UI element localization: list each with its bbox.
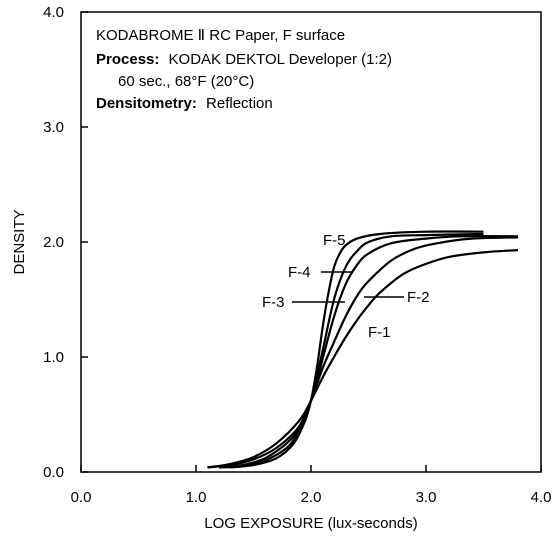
x-axis-ticks: 0.0 1.0 2.0 3.0 4.0 <box>71 465 552 506</box>
densitometry-value: Reflection <box>206 95 273 112</box>
x-tick-label: 1.0 <box>186 489 207 506</box>
curve-f-3 <box>218 235 519 469</box>
label-f5: F-5 <box>323 232 346 249</box>
annotation-densitometry: Densitometry: Reflection <box>96 95 273 112</box>
y-axis-ticks: 0.0 1.0 2.0 3.0 4.0 <box>43 4 88 481</box>
y-tick-label: 3.0 <box>43 119 64 136</box>
label-f1: F-1 <box>368 324 391 341</box>
y-tick-label: 2.0 <box>43 234 64 251</box>
curve-f-5 <box>230 230 484 469</box>
x-tick-label: 4.0 <box>531 489 552 506</box>
label-f2: F-2 <box>407 289 430 306</box>
label-f3: F-3 <box>262 294 285 311</box>
x-tick-label: 2.0 <box>301 489 322 506</box>
y-tick-label: 0.0 <box>43 464 64 481</box>
curve-f-1 <box>207 249 519 469</box>
process-label: Process: <box>96 51 159 68</box>
process-value: KODAK DEKTOL Developer (1:2) <box>169 51 392 68</box>
annotation-title: KODABROME Ⅱ RC Paper, F surface <box>96 27 345 44</box>
y-tick-label: 4.0 <box>43 4 64 21</box>
annotation-process: Process: KODAK DEKTOL Developer (1:2) <box>96 51 392 68</box>
x-tick-label: 3.0 <box>416 489 437 506</box>
annotation-process-detail: 60 sec., 68°F (20°C) <box>118 73 254 90</box>
x-axis-label: LOG EXPOSURE (lux-seconds) <box>204 515 417 532</box>
curves <box>207 230 519 469</box>
densitometry-label: Densitometry: <box>96 95 197 112</box>
curve-labels: F-5 F-4 F-3 F-2 F-1 <box>262 232 430 341</box>
label-f4: F-4 <box>288 264 311 281</box>
y-axis-label: DENSITY <box>11 209 28 274</box>
y-tick-label: 1.0 <box>43 349 64 366</box>
annotation-block: KODABROME Ⅱ RC Paper, F surface Process:… <box>96 27 392 112</box>
curve-f-4 <box>218 232 484 469</box>
curve-f-2 <box>207 236 519 469</box>
x-tick-label: 0.0 <box>71 489 92 506</box>
